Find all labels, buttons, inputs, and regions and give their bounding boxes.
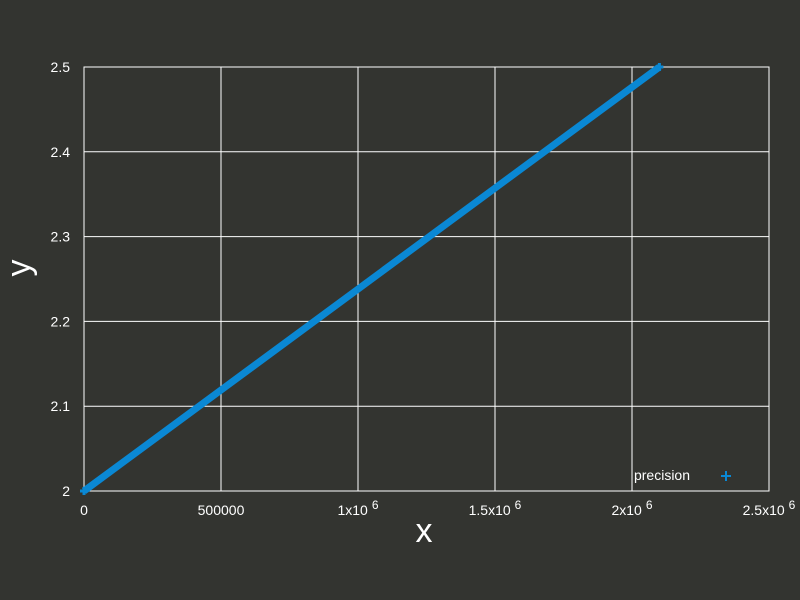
x-axis-label: x (416, 512, 433, 550)
plot-frame (83, 66, 770, 492)
data-point-marker (80, 487, 88, 495)
x-tick-mantissa: 1x10 (337, 502, 368, 518)
x-tick-label: 500000 (198, 502, 245, 518)
x-tick-mantissa: 1.5x10 (469, 502, 511, 518)
x-tick-exponent: 6 (789, 498, 796, 512)
y-tick-label: 2.5 (51, 59, 71, 75)
series-precision-points (81, 64, 662, 494)
series-group (80, 63, 664, 495)
y-axis-label: y (0, 260, 38, 277)
x-tick-mantissa: 500000 (198, 502, 245, 518)
x-axis-ticks: 0 500000 1x10 6 1.5x10 6 2x10 6 2.5x10 6 (80, 498, 796, 518)
x-tick-exponent: 6 (515, 498, 522, 512)
legend-plus-mark (721, 471, 731, 481)
data-point-marker (655, 63, 664, 71)
x-tick-exponent: 6 (372, 498, 379, 512)
x-tick-mantissa: 0 (80, 502, 88, 518)
y-tick-label: 2.1 (51, 398, 71, 414)
x-tick-mantissa: 2x10 (611, 502, 642, 518)
legend: precision (634, 467, 731, 483)
x-tick-label: 2.5x10 6 (743, 498, 796, 518)
y-tick-label: 2.4 (51, 144, 71, 160)
legend-marker-plus-icon (721, 471, 731, 481)
x-tick-label: 2x10 6 (611, 498, 652, 518)
x-tick-exponent: 6 (646, 498, 653, 512)
y-tick-label: 2.2 (51, 313, 71, 329)
x-tick-label: 1.5x10 6 (469, 498, 522, 518)
x-tick-label: 1x10 6 (337, 498, 378, 518)
y-tick-label: 2 (62, 483, 70, 499)
x-tick-mantissa: 2.5x10 (743, 502, 785, 518)
legend-label: precision (634, 467, 690, 483)
y-tick-label: 2.3 (51, 229, 71, 245)
y-axis-ticks: 2 2.1 2.2 2.3 2.4 2.5 (51, 59, 71, 499)
x-tick-label: 0 (80, 502, 88, 518)
